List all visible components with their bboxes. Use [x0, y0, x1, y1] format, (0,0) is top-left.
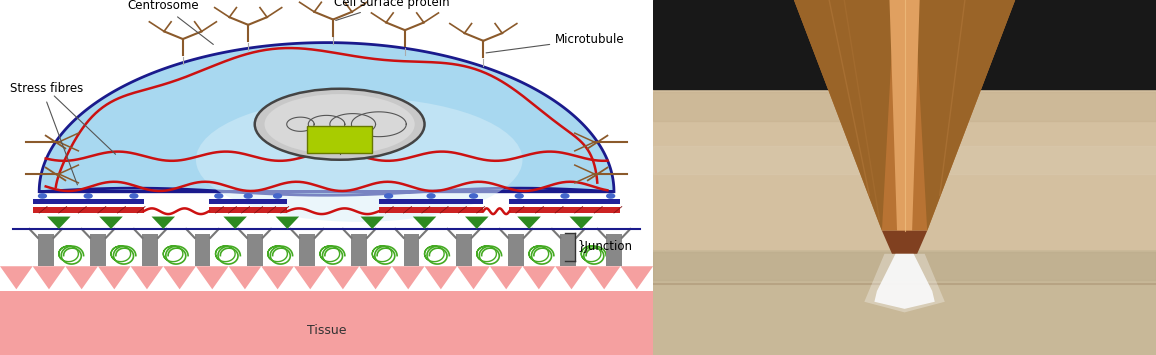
- Bar: [379, 199, 483, 204]
- Circle shape: [561, 194, 569, 198]
- Polygon shape: [66, 266, 98, 289]
- Bar: [653, 252, 1156, 280]
- Polygon shape: [914, 0, 1015, 231]
- Ellipse shape: [265, 94, 415, 154]
- Bar: [0, 291, 653, 355]
- Bar: [403, 234, 420, 266]
- Circle shape: [274, 194, 282, 198]
- Bar: [247, 234, 262, 266]
- Polygon shape: [865, 254, 944, 312]
- Polygon shape: [99, 217, 123, 229]
- Bar: [351, 234, 368, 266]
- Polygon shape: [588, 266, 621, 289]
- Polygon shape: [47, 217, 71, 229]
- Polygon shape: [294, 266, 327, 289]
- Polygon shape: [229, 266, 261, 289]
- Bar: [653, 89, 1156, 248]
- Bar: [653, 146, 1156, 174]
- Bar: [510, 199, 621, 204]
- Polygon shape: [0, 266, 32, 289]
- Bar: [209, 207, 288, 213]
- Polygon shape: [882, 231, 927, 254]
- Polygon shape: [197, 266, 229, 289]
- Circle shape: [385, 194, 393, 198]
- Bar: [32, 199, 143, 204]
- Circle shape: [607, 194, 615, 198]
- Bar: [32, 207, 143, 213]
- Polygon shape: [361, 217, 384, 229]
- Polygon shape: [392, 266, 424, 289]
- Bar: [606, 234, 622, 266]
- Text: Centrosome: Centrosome: [127, 0, 214, 44]
- Polygon shape: [424, 266, 458, 289]
- Polygon shape: [163, 266, 197, 289]
- Polygon shape: [327, 266, 360, 289]
- Polygon shape: [151, 217, 175, 229]
- Bar: [307, 126, 372, 153]
- Polygon shape: [413, 217, 436, 229]
- Bar: [90, 234, 106, 266]
- Bar: [299, 234, 314, 266]
- Polygon shape: [458, 266, 490, 289]
- Bar: [142, 234, 158, 266]
- Bar: [653, 89, 1156, 355]
- Text: Tissue: Tissue: [306, 324, 347, 337]
- Circle shape: [38, 194, 46, 198]
- Polygon shape: [517, 217, 541, 229]
- Bar: [209, 199, 288, 204]
- Bar: [561, 234, 576, 266]
- Polygon shape: [261, 266, 294, 289]
- Bar: [510, 207, 621, 213]
- Ellipse shape: [254, 89, 424, 160]
- Polygon shape: [32, 266, 66, 289]
- Polygon shape: [490, 266, 523, 289]
- Polygon shape: [0, 266, 653, 288]
- Bar: [455, 234, 472, 266]
- Polygon shape: [223, 217, 247, 229]
- Bar: [653, 92, 1156, 121]
- Polygon shape: [874, 254, 935, 309]
- Polygon shape: [794, 0, 1015, 231]
- Bar: [653, 0, 1156, 89]
- Polygon shape: [39, 43, 614, 195]
- Circle shape: [215, 194, 223, 198]
- Polygon shape: [131, 266, 163, 289]
- Circle shape: [469, 194, 477, 198]
- Polygon shape: [794, 0, 895, 231]
- Polygon shape: [275, 217, 299, 229]
- Text: }Junction: }Junction: [578, 240, 633, 253]
- Polygon shape: [360, 266, 392, 289]
- Bar: [194, 234, 210, 266]
- Circle shape: [84, 194, 92, 198]
- Text: Stress fibres: Stress fibres: [9, 82, 83, 95]
- Polygon shape: [98, 266, 131, 289]
- Circle shape: [129, 194, 138, 198]
- Ellipse shape: [197, 98, 523, 222]
- Bar: [379, 207, 483, 213]
- Text: Microtubule: Microtubule: [486, 33, 624, 53]
- Circle shape: [244, 194, 252, 198]
- Polygon shape: [523, 266, 555, 289]
- Polygon shape: [555, 266, 588, 289]
- Text: Cell surface protein: Cell surface protein: [334, 0, 450, 21]
- Circle shape: [516, 194, 524, 198]
- Polygon shape: [889, 0, 920, 231]
- Polygon shape: [465, 217, 489, 229]
- Polygon shape: [621, 266, 653, 289]
- Bar: [38, 234, 53, 266]
- Polygon shape: [570, 217, 593, 229]
- Circle shape: [428, 194, 435, 198]
- Bar: [509, 234, 524, 266]
